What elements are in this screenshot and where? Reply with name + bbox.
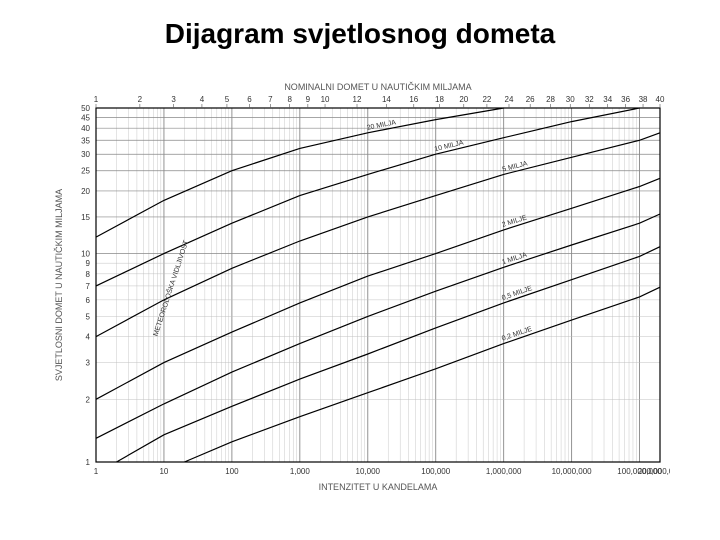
x-top-tick-label: 12 bbox=[353, 95, 362, 104]
y-tick-label: 5 bbox=[86, 312, 91, 321]
x-top-tick-label: 3 bbox=[171, 95, 176, 104]
x-top-tick-label: 34 bbox=[603, 95, 612, 104]
y-tick-label: 6 bbox=[86, 296, 91, 305]
x-top-tick-label: 10 bbox=[321, 95, 330, 104]
x-tick-label: 100 bbox=[225, 467, 239, 476]
x-top-tick-label: 36 bbox=[621, 95, 630, 104]
y-tick-label: 30 bbox=[81, 150, 90, 159]
chart-svg: 20 MILJA10 MILJA5 MILJA2 MILJE1 MILJA0,5… bbox=[50, 78, 670, 498]
x-top-tick-label: 20 bbox=[459, 95, 468, 104]
y-tick-label: 15 bbox=[81, 213, 90, 222]
x-top-tick-label: 9 bbox=[306, 95, 311, 104]
x-tick-label: 10,000 bbox=[356, 467, 381, 476]
x-top-tick-label: 2 bbox=[138, 95, 143, 104]
x-top-tick-label: 5 bbox=[225, 95, 230, 104]
y-tick-label: 10 bbox=[81, 250, 90, 259]
x-top-tick-label: 26 bbox=[526, 95, 535, 104]
y-tick-label: 9 bbox=[86, 259, 91, 268]
y-tick-label: 7 bbox=[86, 282, 91, 291]
x-axis-top-label: NOMINALNI DOMET U NAUTIČKIM MILJAMA bbox=[284, 82, 471, 92]
x-top-tick-label: 30 bbox=[566, 95, 575, 104]
x-top-tick-label: 28 bbox=[546, 95, 555, 104]
y-tick-label: 45 bbox=[81, 114, 90, 123]
y-tick-label: 20 bbox=[81, 187, 90, 196]
x-top-tick-label: 14 bbox=[382, 95, 391, 104]
x-tick-label: 1 bbox=[94, 467, 99, 476]
x-tick-label: 10 bbox=[159, 467, 168, 476]
x-top-tick-label: 7 bbox=[268, 95, 273, 104]
x-top-tick-label: 38 bbox=[639, 95, 648, 104]
x-top-tick-label: 6 bbox=[247, 95, 252, 104]
y-tick-label: 25 bbox=[81, 167, 90, 176]
y-tick-label: 1 bbox=[86, 458, 91, 467]
x-top-tick-label: 16 bbox=[409, 95, 418, 104]
x-tick-label: 10,000,000 bbox=[552, 467, 593, 476]
y-axis-label: SVJETLOSNI DOMET U NAUTIČKIM MILJAMA bbox=[54, 189, 64, 381]
x-top-tick-label: 1 bbox=[94, 95, 99, 104]
luminous-range-chart: 20 MILJA10 MILJA5 MILJA2 MILJE1 MILJA0,5… bbox=[50, 78, 670, 498]
x-top-tick-label: 40 bbox=[656, 95, 665, 104]
page-title: Dijagram svjetlosnog dometa bbox=[0, 18, 720, 50]
y-tick-label: 8 bbox=[86, 270, 91, 279]
x-top-tick-label: 4 bbox=[200, 95, 205, 104]
x-top-tick-label: 18 bbox=[435, 95, 444, 104]
x-tick-label: 1,000 bbox=[290, 467, 311, 476]
x-tick-label: 200,000,000 bbox=[638, 467, 670, 476]
x-top-tick-label: 24 bbox=[505, 95, 514, 104]
x-axis-bottom-label: INTENZITET U KANDELAMA bbox=[319, 482, 438, 492]
x-top-tick-label: 32 bbox=[585, 95, 594, 104]
y-tick-label: 50 bbox=[81, 104, 90, 113]
y-tick-label: 2 bbox=[86, 395, 91, 404]
x-tick-label: 1,000,000 bbox=[486, 467, 522, 476]
x-tick-label: 100,000 bbox=[421, 467, 450, 476]
y-tick-label: 35 bbox=[81, 136, 90, 145]
plot-area bbox=[96, 108, 660, 462]
y-tick-label: 4 bbox=[86, 333, 91, 342]
y-tick-label: 40 bbox=[81, 124, 90, 133]
x-top-tick-label: 8 bbox=[287, 95, 292, 104]
x-top-tick-label: 22 bbox=[482, 95, 491, 104]
y-tick-label: 3 bbox=[86, 359, 91, 368]
